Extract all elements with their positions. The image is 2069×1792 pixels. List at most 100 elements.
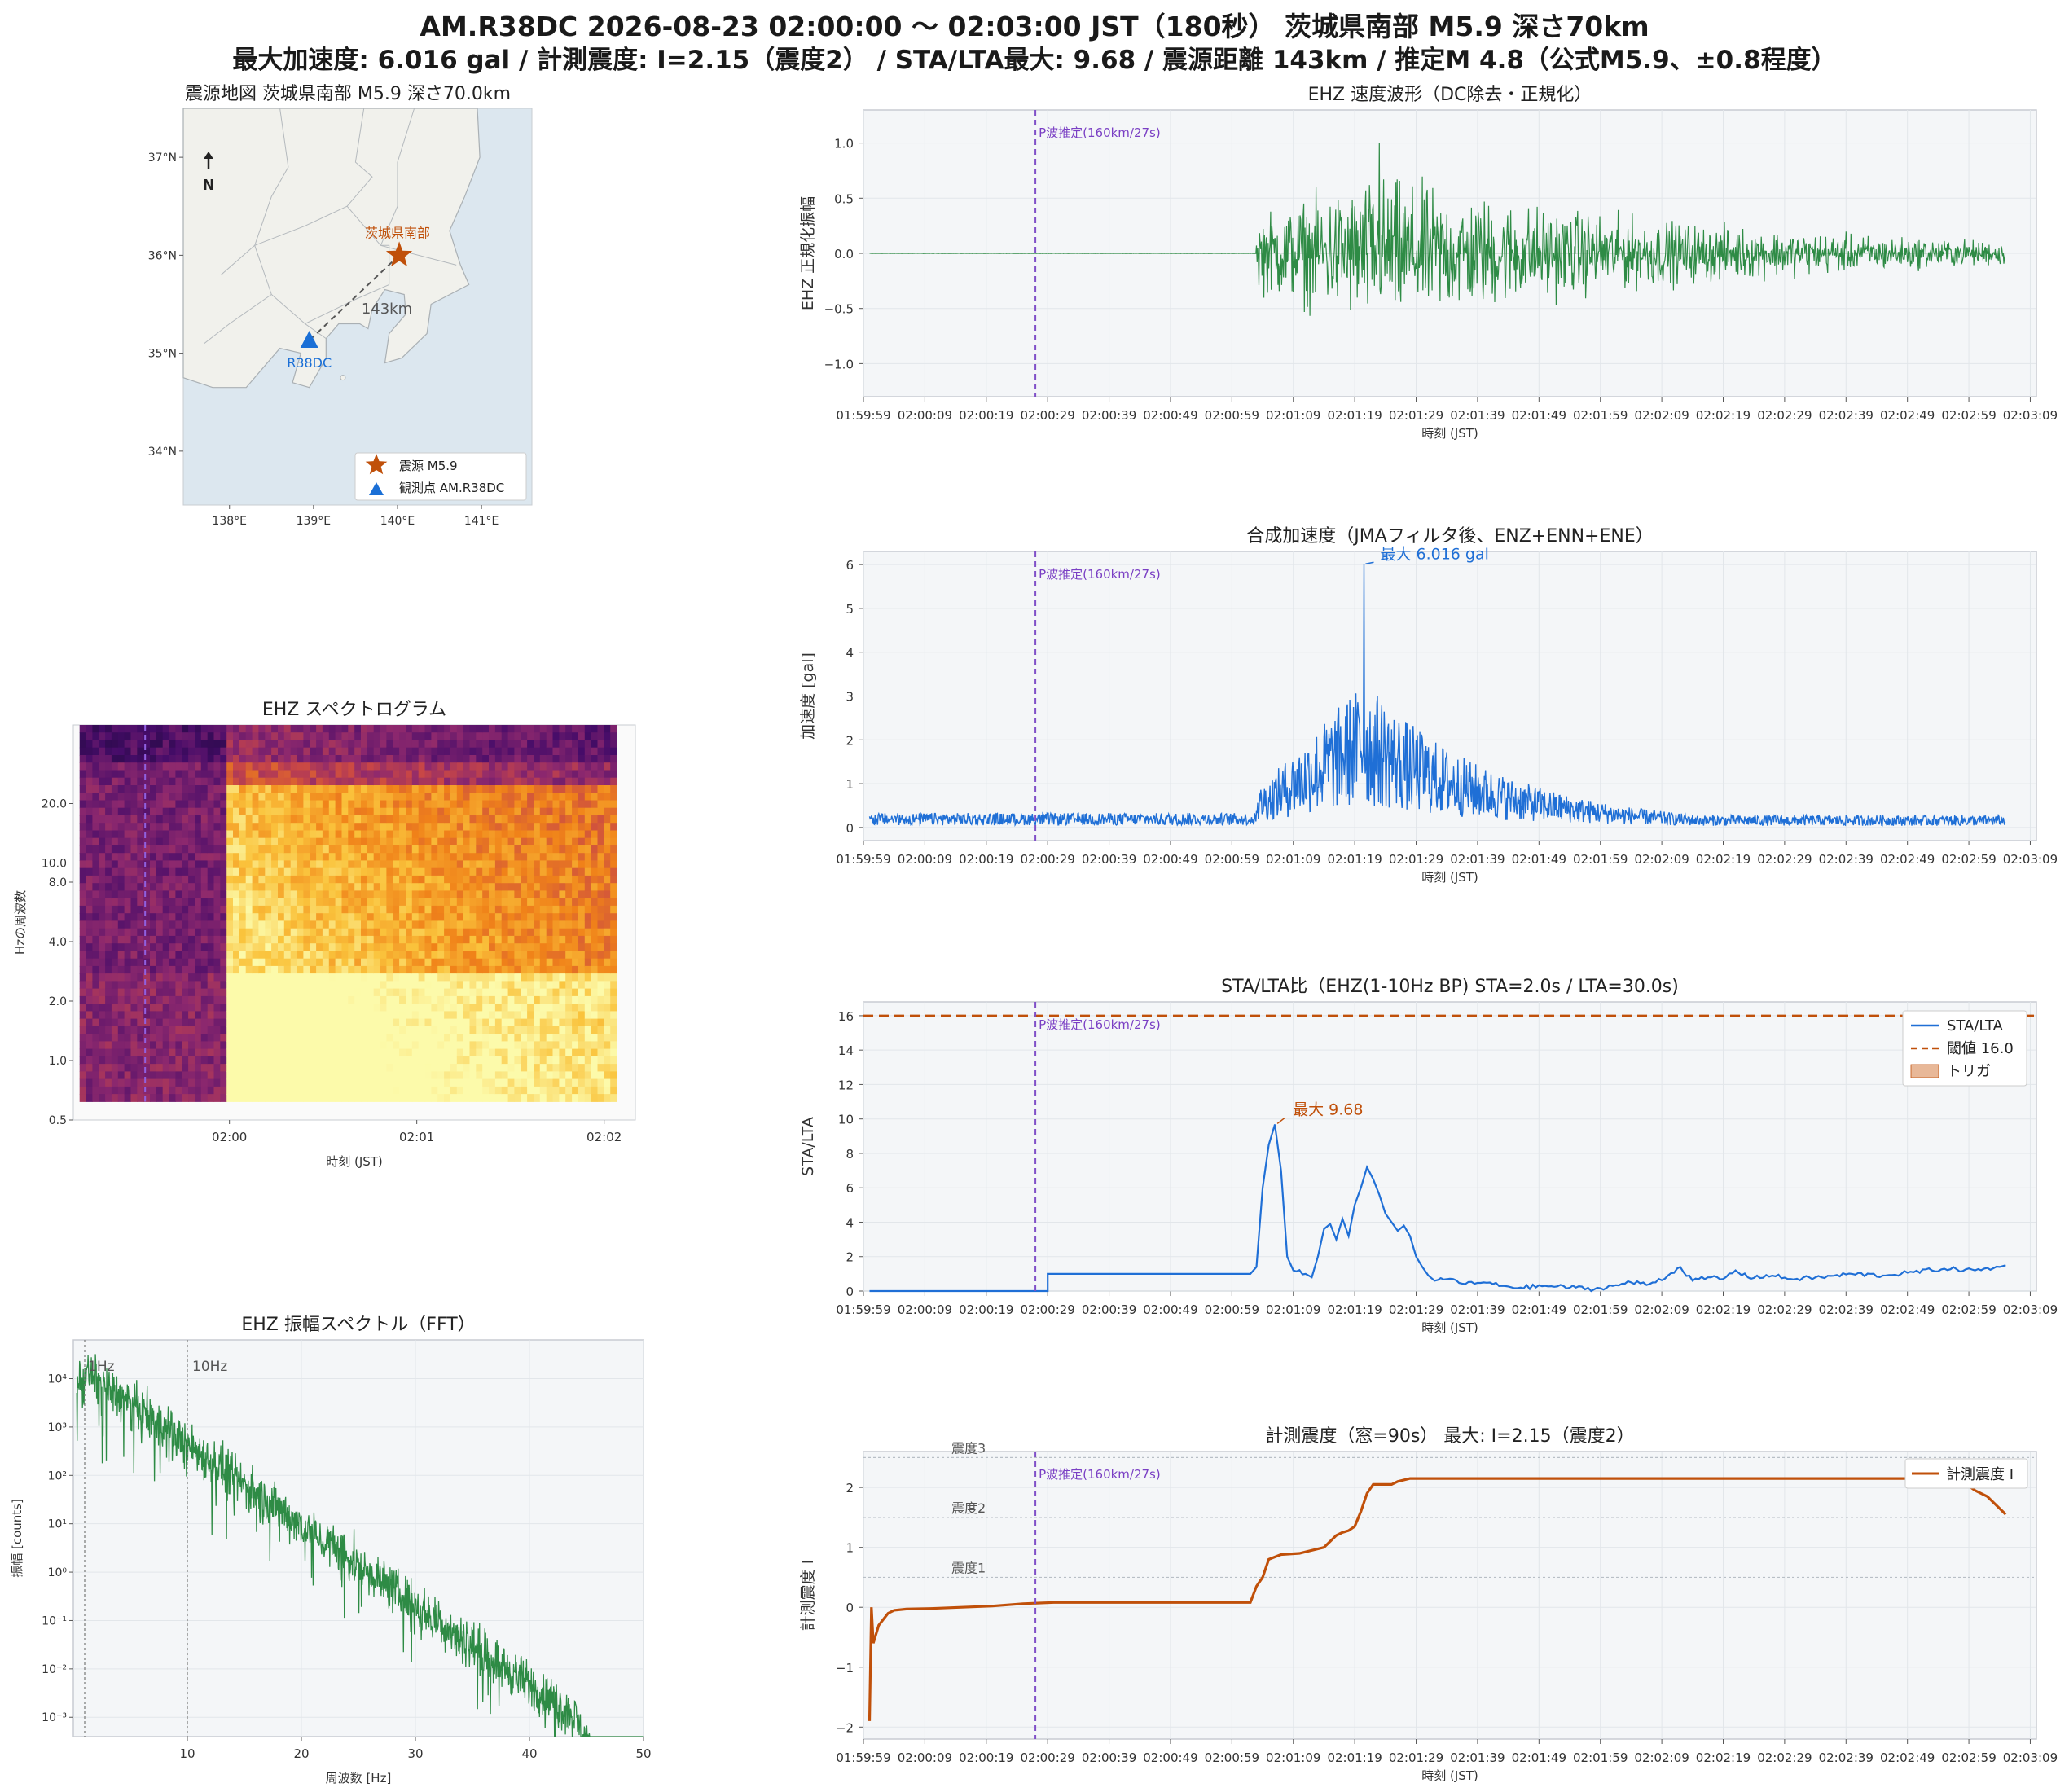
- spectrogram-cell: [610, 747, 617, 756]
- spectrogram-cell: [271, 890, 279, 899]
- spectrogram-cell: [335, 875, 342, 884]
- spectrogram-cell: [117, 898, 125, 907]
- spectrogram-cell: [220, 875, 227, 884]
- spectrogram-cell: [431, 845, 438, 854]
- spectrogram-cell: [265, 867, 272, 876]
- spectrogram-cell: [200, 995, 209, 1004]
- spectrogram-cell: [367, 830, 375, 839]
- spectrogram-cell: [521, 935, 528, 944]
- spectrogram-cell: [169, 935, 176, 944]
- spectrogram-cell: [124, 1004, 131, 1012]
- spectrogram-cell: [380, 747, 387, 756]
- spectrogram-cell: [534, 883, 541, 891]
- spectrogram-cell: [386, 875, 393, 884]
- spectrogram-cell: [117, 958, 125, 967]
- spectrogram-cell: [418, 867, 426, 876]
- spectrogram-cell: [162, 920, 170, 929]
- x-tick-label: 02:02:19: [1696, 1750, 1751, 1765]
- spectrogram-cell: [162, 867, 170, 876]
- spectrogram-cell: [367, 928, 375, 937]
- spectrogram-cell: [195, 995, 202, 1004]
- spectrogram-cell: [105, 815, 112, 824]
- spectrogram-cell: [546, 853, 554, 861]
- spectrogram-cell: [559, 800, 566, 809]
- spectrogram-cell: [386, 860, 393, 869]
- spectrogram-cell: [597, 935, 604, 944]
- spectrogram-cell: [303, 1071, 310, 1080]
- spectrogram-cell: [584, 762, 592, 771]
- spectrogram-cell: [456, 725, 464, 733]
- spectrogram-cell: [316, 770, 323, 779]
- spectrogram-cell: [380, 853, 387, 861]
- spectrogram-cell: [200, 747, 209, 756]
- spectrogram-cell: [278, 1041, 285, 1050]
- spectrogram-cell: [316, 740, 323, 749]
- spectrogram-cell: [220, 943, 227, 951]
- spectrogram-cell: [79, 1026, 87, 1034]
- spectrogram-cell: [534, 943, 541, 951]
- spectrogram-cell: [213, 1086, 221, 1095]
- spectrogram-cell: [86, 800, 93, 809]
- spectrogram-cell: [610, 755, 617, 763]
- spectrogram-cell: [437, 890, 445, 899]
- spectrogram-cell: [418, 913, 426, 921]
- spectrogram-cell: [418, 1056, 426, 1065]
- spectrogram-cell: [597, 1086, 604, 1095]
- spectrogram-cell: [143, 981, 151, 990]
- spectrogram-cell: [79, 883, 87, 891]
- spectrogram-cell: [239, 995, 247, 1004]
- spectrogram-cell: [130, 995, 138, 1004]
- spectrogram-cell: [424, 1064, 432, 1072]
- spectrogram-cell: [591, 867, 598, 876]
- spectrogram-cell: [233, 958, 240, 967]
- spectrogram-cell: [463, 965, 470, 974]
- spectrogram-cell: [494, 1071, 503, 1080]
- spectrogram-cell: [297, 1018, 304, 1027]
- spectrogram-cell: [380, 988, 387, 997]
- spectrogram-cell: [175, 1078, 182, 1087]
- spectrogram-cell: [463, 935, 470, 944]
- spectrogram-cell: [411, 762, 420, 771]
- spectrogram-cell: [105, 770, 112, 779]
- spectrogram-cell: [124, 800, 131, 809]
- spectrogram-cell: [328, 770, 336, 779]
- spectrogram-cell: [290, 1086, 298, 1095]
- spectrogram-cell: [188, 951, 195, 960]
- spectrogram-cell: [354, 935, 362, 944]
- spectrogram-cell: [565, 1004, 573, 1012]
- spectrogram-cell: [252, 1064, 259, 1072]
- spectrogram-cell: [258, 807, 266, 816]
- spectrogram-cell: [182, 1034, 189, 1042]
- spectrogram-cell: [79, 920, 87, 929]
- spectrogram-cell: [162, 965, 170, 974]
- spectrogram-cell: [572, 807, 579, 816]
- spectrogram-cell: [431, 762, 438, 771]
- spectrogram-cell: [117, 981, 125, 990]
- spectrogram-cell: [233, 732, 240, 740]
- map-prefecture-border: [305, 283, 389, 324]
- spectrogram-cell: [444, 755, 451, 763]
- spectrogram-cell: [559, 951, 566, 960]
- spectrogram-cell: [99, 793, 106, 801]
- spectrogram-cell: [456, 853, 464, 861]
- spectrogram-cell: [476, 981, 483, 990]
- spectrogram-cell: [367, 973, 375, 982]
- spectrogram-cell: [213, 762, 221, 771]
- spectrogram-cell: [271, 732, 279, 740]
- spectrogram-cell: [361, 860, 368, 869]
- spectrogram-cell: [456, 995, 464, 1004]
- spectrogram-cell: [207, 732, 215, 740]
- spectrogram-cell: [335, 807, 342, 816]
- spectrogram-cell: [316, 883, 323, 891]
- spectrogram-cell: [86, 1011, 93, 1020]
- spectrogram-cell: [411, 1071, 420, 1080]
- spectrogram-cell: [258, 755, 266, 763]
- spectrogram-cell: [361, 747, 368, 756]
- spectrogram-cell: [610, 995, 617, 1004]
- spectrogram-cell: [207, 867, 215, 876]
- spectrogram-cell: [489, 988, 496, 997]
- spectrogram-cell: [489, 830, 496, 839]
- spectrogram-cell: [373, 867, 381, 876]
- spectrogram-cell: [239, 845, 247, 854]
- spectrogram-cell: [175, 725, 182, 733]
